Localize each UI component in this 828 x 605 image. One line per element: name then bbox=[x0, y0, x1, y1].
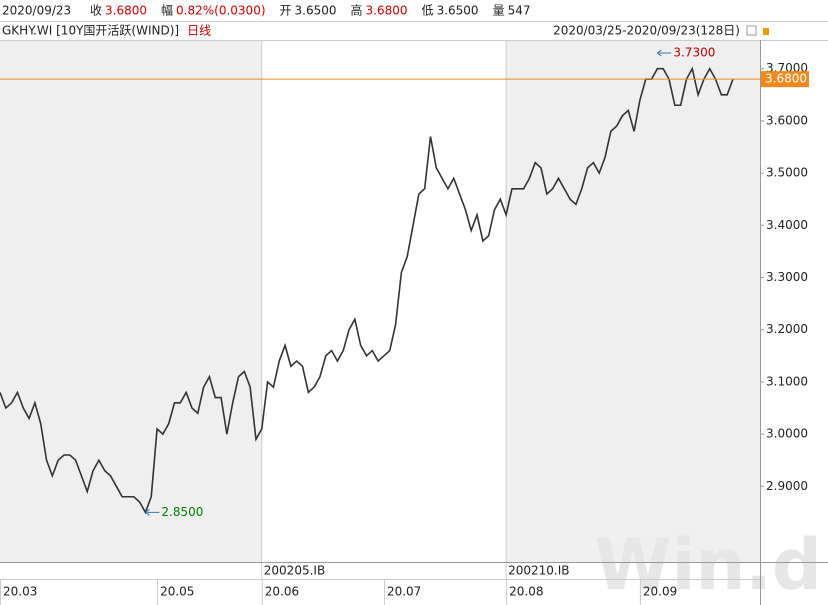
icon[interactable] bbox=[763, 28, 769, 35]
annotation-arrow bbox=[657, 49, 672, 57]
contract-label: 200205.IB bbox=[264, 564, 325, 578]
x-tick-label: 20.09 bbox=[643, 585, 677, 599]
x-tick-label: 20.06 bbox=[265, 585, 299, 599]
x-tick-label: 20.05 bbox=[160, 585, 194, 599]
header-label: 开 bbox=[280, 4, 292, 18]
y-tick-label: 3.0000 bbox=[766, 427, 808, 441]
header-date: 2020/09/23 bbox=[2, 4, 71, 18]
header-value: 547 bbox=[508, 4, 531, 18]
header-value: 3.6500 bbox=[295, 4, 337, 18]
x-tick-label: 20.03 bbox=[3, 585, 37, 599]
annotation-label: 3.7300 bbox=[673, 46, 715, 60]
header-items: 收 3.6800 幅 0.82%(0.0300) 开 3.6500 高 3.6800 低 3.65… bbox=[90, 3, 530, 18]
band bbox=[506, 41, 760, 562]
x-tick-label: 20.07 bbox=[387, 585, 421, 599]
period: 日线 bbox=[187, 24, 211, 38]
header-label: 收 bbox=[90, 4, 102, 18]
y-tick-label: 3.3000 bbox=[766, 270, 808, 284]
contract-label: 200210.IB bbox=[508, 564, 569, 578]
band bbox=[0, 41, 262, 562]
annotation-label: 2.8500 bbox=[161, 505, 203, 519]
watermark: Win.d bbox=[594, 524, 822, 605]
last-price-box bbox=[761, 71, 809, 88]
y-tick-label: 2.9000 bbox=[766, 479, 808, 493]
x-tick-label: 20.08 bbox=[509, 585, 543, 599]
y-tick-label: 3.1000 bbox=[766, 374, 808, 388]
annotation-arrow bbox=[145, 509, 160, 516]
instrument: GKHY.WI [10Y国开活跃(WIND)] bbox=[2, 24, 179, 38]
y-tick-label: 3.4000 bbox=[766, 218, 808, 232]
price-line bbox=[0, 66, 734, 515]
header-value: 3.6800 bbox=[366, 4, 408, 18]
header-value: 3.6800 bbox=[105, 4, 147, 18]
y-tick-label: 3.5000 bbox=[766, 166, 808, 180]
header-label: 幅 bbox=[161, 3, 173, 18]
date-range: 2020/03/25-2020/09/23(128日) bbox=[553, 24, 740, 38]
icon[interactable] bbox=[746, 25, 757, 36]
header-value: 3.6500 bbox=[437, 4, 479, 18]
y-tick-label: 3.6000 bbox=[766, 113, 808, 127]
header-value: 0.82%(0.0300) bbox=[176, 4, 265, 18]
header-label: 量 bbox=[493, 4, 505, 18]
y-tick-label: 3.2000 bbox=[766, 322, 808, 336]
header-label: 低 bbox=[422, 4, 434, 18]
plot: 3.7300 2.8500 bbox=[0, 46, 760, 519]
header-label: 高 bbox=[351, 3, 363, 18]
last-price-label: 3.6800 bbox=[765, 72, 807, 86]
